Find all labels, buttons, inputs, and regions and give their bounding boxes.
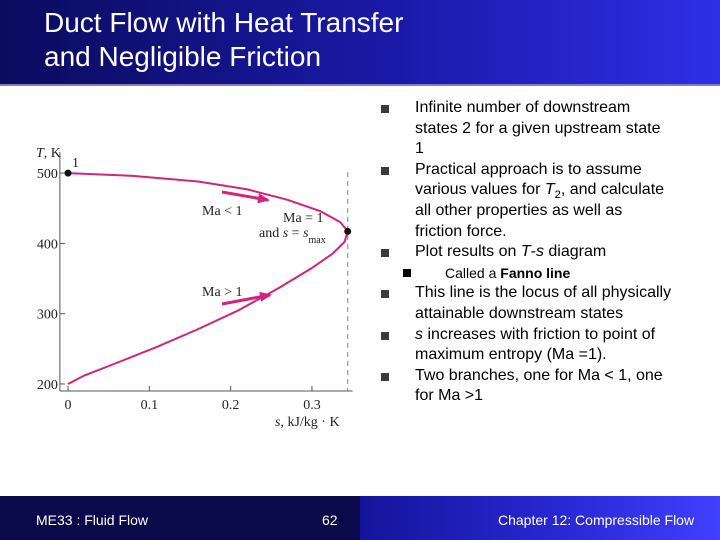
bullet: Plot results on T-s diagram (381, 242, 673, 263)
bullet-marker (381, 290, 389, 299)
y-axis-label: T, K (36, 146, 61, 161)
footer-left (0, 496, 360, 540)
bullet-marker (381, 372, 389, 381)
y-tick-label: 300 (37, 308, 58, 323)
title-line: and Negligible Friction (44, 41, 322, 72)
title-line: Duct Flow with Heat Transfer (44, 7, 404, 38)
footer-course: ME33 : Fluid Flow (36, 512, 149, 528)
bullet-marker (403, 268, 411, 277)
text-run: diagram (543, 243, 607, 261)
bullet: Two branches, one for Ma < 1, one for Ma… (381, 366, 673, 407)
styled-run: s (275, 415, 281, 430)
styled-run: Fanno line (500, 264, 571, 281)
y-tick-label: 500 (37, 167, 58, 182)
text-run: Plot results on (415, 243, 521, 261)
footer-chapter: Chapter 12: Compressible Flow (498, 512, 695, 528)
styled-run: max (309, 235, 326, 246)
state-point (344, 227, 352, 235)
text-run: Ma < 1 (202, 204, 243, 219)
text-run: Practical approach is to assume various … (415, 160, 642, 199)
text-run: Two branches, one for Ma < 1, one for Ma… (415, 366, 663, 405)
bullet: Practical approach is to assume various … (381, 160, 673, 242)
text-run: , K (44, 146, 61, 161)
bullet-marker (381, 166, 389, 175)
bullet-list: Infinite number of downstream states 2 f… (381, 98, 673, 407)
styled-run: s (535, 243, 544, 261)
annotation: Ma = 1 (283, 211, 324, 226)
x-tick-label: 0.1 (141, 398, 159, 413)
bullet-marker (381, 331, 389, 340)
styled-run: s (303, 226, 309, 241)
x-tick-label: 0 (65, 398, 72, 413)
fanno-line (67, 172, 349, 385)
arrow-head (259, 291, 272, 302)
text-run: , kJ/kg · K (280, 415, 339, 430)
x-tick-label: 0.2 (222, 398, 240, 413)
text-run: - (530, 243, 536, 261)
text-run: This line is the locus of all physically… (415, 284, 672, 322)
annotation: Ma > 1 (202, 285, 243, 300)
annotation: and s = smax (259, 226, 326, 246)
text-run: Ma = 1 (283, 211, 324, 226)
text-run: increases with friction to point of maxi… (415, 325, 656, 364)
y-tick-label: 400 (37, 237, 58, 252)
bullet: Infinite number of downstream states 2 f… (381, 98, 673, 160)
text-run: and (259, 226, 283, 241)
text-run: Ma > 1 (202, 285, 243, 300)
bullet: This line is the locus of all physically… (381, 283, 673, 324)
page-number: 62 (322, 512, 338, 528)
slide-title: Duct Flow with Heat Transfer and Negligib… (44, 6, 403, 74)
styled-run: T (544, 181, 555, 199)
bullet-marker (381, 249, 389, 258)
y-tick-label: 200 (37, 378, 58, 393)
state-label: 1 (72, 156, 79, 171)
arrow-head (257, 193, 270, 204)
annotation: Ma < 1 (202, 204, 243, 219)
bullet: s increases with friction to point of ma… (381, 325, 673, 366)
styled-run: T (520, 243, 531, 261)
title-bar: Duct Flow with Heat Transfer and Negligib… (0, 0, 720, 86)
text-run: Called a (445, 264, 501, 281)
styled-run: s (415, 325, 423, 343)
bullet-marker (381, 105, 389, 113)
footer-right (360, 496, 720, 540)
text-run: = (288, 226, 303, 241)
x-axis-label: s, kJ/kg · K (275, 415, 340, 430)
styled-run: T (36, 146, 45, 161)
state-point (64, 169, 72, 177)
bullet: Called a Fanno line (403, 263, 673, 284)
text-run: Infinite number of downstream states 2 f… (415, 99, 661, 158)
styled-run: 2 (554, 189, 561, 202)
text-run: , and calculate all other properties as … (415, 181, 665, 240)
styled-run: s (283, 226, 289, 241)
x-tick-label: 0.3 (303, 398, 321, 413)
